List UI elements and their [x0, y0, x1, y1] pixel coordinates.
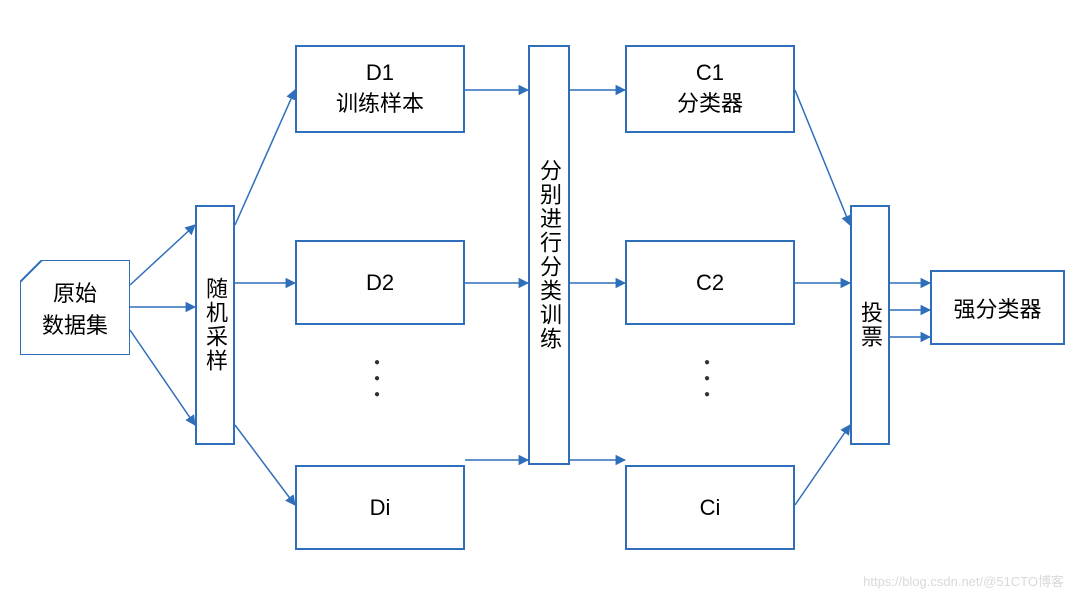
watermark-text: https://blog.csdn.net/@51CTO博客: [863, 571, 1064, 590]
ci-node: Ci: [625, 465, 795, 550]
d2-label: D2: [366, 270, 394, 296]
di-label: Di: [370, 495, 391, 521]
train-node: 分别进行分类训练: [528, 45, 570, 465]
vote-node: 投票: [850, 205, 890, 445]
train-label: 分别进行分类训练: [533, 159, 565, 351]
c2-node: C2: [625, 240, 795, 325]
edge-arrow: [235, 90, 295, 225]
strong-classifier-node: 强分类器: [930, 270, 1065, 345]
random-sample-node: 随机采样: [195, 205, 235, 445]
edge-arrow: [130, 225, 195, 285]
random-sample-label: 随机采样: [199, 277, 231, 373]
edge-arrow: [235, 425, 295, 505]
raw-data-node: 原始 数据集: [20, 260, 130, 355]
diagram-canvas: 原始 数据集 随机采样 D1 训练样本 D2 Di 分别进行分类训练 C1 分类…: [0, 0, 1084, 598]
d1-label: D1 训练样本: [336, 60, 424, 118]
ci-label: Ci: [700, 495, 721, 521]
edge-arrow: [795, 90, 850, 225]
d1-node: D1 训练样本: [295, 45, 465, 133]
c1-node: C1 分类器: [625, 45, 795, 133]
c1-label: C1 分类器: [677, 60, 743, 118]
edge-arrow: [795, 425, 850, 505]
strong-classifier-label: 强分类器: [953, 292, 1041, 324]
dots-d-column: ●●●: [374, 360, 380, 398]
dots-c-column: ●●●: [704, 360, 710, 398]
vote-label: 投票: [854, 301, 886, 349]
di-node: Di: [295, 465, 465, 550]
c2-label: C2: [696, 270, 724, 296]
raw-data-label: 原始 数据集: [42, 276, 108, 340]
d2-node: D2: [295, 240, 465, 325]
edge-arrow: [130, 330, 195, 425]
